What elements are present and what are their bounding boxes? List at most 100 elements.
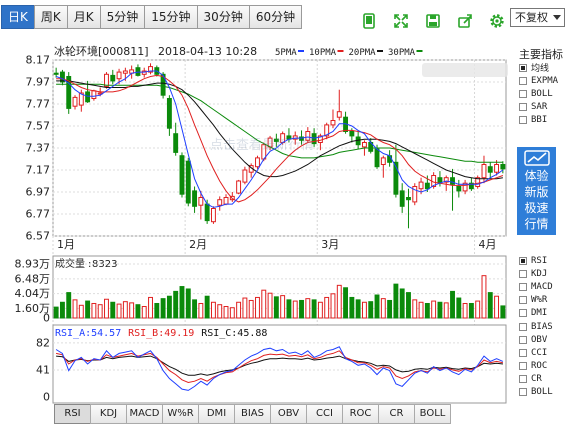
candle-down	[399, 190, 405, 207]
sub-indicator-macd[interactable]: MACD	[519, 280, 553, 293]
stock-name: 冰轮环境[000811]	[54, 44, 149, 58]
candle-up	[336, 111, 342, 118]
checkbox[interactable]	[519, 76, 527, 85]
volume-bar	[412, 299, 418, 319]
checkbox[interactable]	[519, 256, 527, 265]
volume-bar	[104, 298, 109, 319]
checkbox[interactable]	[519, 322, 527, 331]
volume-bar	[380, 298, 386, 319]
candle-down	[53, 72, 59, 75]
sub-indicator-list: RSI KDJ MACD W%R DMI BIAS OBV CCI ROC CR BOLL	[519, 254, 553, 399]
main-indicator-expma[interactable]: EXPMA	[519, 74, 558, 87]
candle-down	[374, 148, 380, 168]
checkbox[interactable]	[519, 282, 527, 291]
new-version-promo[interactable]: 体验 新版 极速 行情	[517, 147, 556, 235]
checkbox[interactable]	[519, 348, 527, 357]
price-tick-label: 7.57	[26, 120, 51, 133]
volume-bar	[475, 300, 481, 319]
candle-up	[481, 164, 487, 179]
main-indicator-title: 主要指标	[519, 48, 563, 61]
volume-bar	[217, 304, 223, 319]
checkbox[interactable]	[519, 335, 527, 344]
phone-icon[interactable]	[355, 9, 382, 33]
checkbox[interactable]	[519, 388, 527, 397]
candle-down	[406, 197, 411, 201]
volume-bar	[110, 301, 116, 319]
settings-icon[interactable]	[483, 9, 510, 33]
indicator-tab-obv[interactable]: OBV	[270, 404, 307, 424]
sub-indicator-kdj[interactable]: KDJ	[519, 267, 553, 280]
candle-up	[198, 197, 204, 206]
checkbox[interactable]	[519, 103, 527, 112]
tab-monthly-k[interactable]: 月K	[66, 5, 101, 29]
rsi-panel-frame	[52, 324, 507, 404]
save-icon[interactable]	[419, 9, 446, 33]
price-tick-label: 6.97	[26, 186, 51, 199]
volume-bar	[192, 299, 198, 319]
main-indicator-bbi[interactable]: BBI	[519, 114, 558, 127]
volume-bar	[387, 299, 393, 319]
indicator-tab-cr[interactable]: CR	[378, 404, 415, 424]
indicator-tab-cci[interactable]: CCI	[306, 404, 343, 424]
volume-tick-label: 0	[43, 312, 50, 325]
sub-indicator-w-r[interactable]: W%R	[519, 294, 553, 307]
candle-down	[166, 98, 172, 129]
candle-down	[204, 203, 210, 222]
checkbox[interactable]	[519, 116, 527, 125]
tab-weekly-k[interactable]: 周K	[33, 5, 68, 29]
candle-up	[223, 197, 229, 205]
candle-up	[418, 181, 424, 190]
candle-up	[255, 157, 260, 168]
indicator-tab-roc[interactable]: ROC	[342, 404, 379, 424]
candle-up	[324, 124, 330, 137]
adjust-select[interactable]: 不复权	[510, 8, 565, 27]
indicator-label: DMI	[531, 308, 548, 319]
indicator-label: CCI	[531, 347, 548, 358]
indicator-tab-kdj[interactable]: KDJ	[90, 404, 127, 424]
candle-down	[110, 74, 116, 82]
checkbox[interactable]	[519, 89, 527, 98]
share-icon[interactable]	[451, 9, 478, 33]
indicator-tab-rsi[interactable]: RSI	[54, 404, 91, 424]
volume-bar	[481, 275, 487, 319]
sub-indicator-bias[interactable]: BIAS	[519, 320, 553, 333]
checkbox[interactable]	[519, 296, 527, 305]
promo-line-1: 体验	[524, 169, 549, 183]
fullscreen-icon[interactable]	[387, 9, 414, 33]
checkbox[interactable]	[519, 362, 527, 371]
tab-5min[interactable]: 5分钟	[99, 5, 146, 29]
indicator-tab-macd[interactable]: MACD	[126, 404, 163, 424]
sub-indicator-boll[interactable]: BOLL	[519, 386, 553, 399]
indicator-tab-w-r[interactable]: W%R	[162, 404, 199, 424]
tab-daily-k[interactable]: 日K	[1, 5, 35, 29]
checkbox[interactable]	[519, 375, 527, 384]
indicator-tab-boll[interactable]: BOLL	[414, 404, 451, 424]
volume-bar	[456, 297, 462, 319]
rsi-a-line	[55, 346, 504, 391]
indicator-tab-dmi[interactable]: DMI	[198, 404, 235, 424]
volume-bar	[273, 296, 279, 319]
checkbox[interactable]	[519, 269, 527, 278]
volume-bar	[85, 300, 91, 319]
tab-60min[interactable]: 60分钟	[248, 5, 303, 29]
checkbox[interactable]	[519, 309, 527, 318]
sub-indicator-obv[interactable]: OBV	[519, 333, 553, 346]
sub-indicator-rsi[interactable]: RSI	[519, 254, 553, 267]
tab-15min[interactable]: 15分钟	[144, 5, 198, 29]
sub-indicator-roc[interactable]: ROC	[519, 360, 553, 373]
main-indicator-boll[interactable]: BOLL	[519, 87, 558, 100]
sub-indicator-dmi[interactable]: DMI	[519, 307, 553, 320]
main-indicator--[interactable]: 均线	[519, 61, 558, 74]
rsi-legend-label: RSI_A:54.57	[55, 328, 121, 339]
volume-bar	[160, 298, 166, 319]
month-label: 4月	[479, 238, 497, 251]
volume-bar	[229, 307, 235, 319]
volume-bar	[129, 302, 135, 319]
month-label: 3月	[321, 238, 339, 251]
main-indicator-sar[interactable]: SAR	[519, 101, 558, 114]
sub-indicator-cr[interactable]: CR	[519, 373, 553, 386]
indicator-tab-bias[interactable]: BIAS	[234, 404, 271, 424]
checkbox[interactable]	[519, 63, 527, 72]
sub-indicator-cci[interactable]: CCI	[519, 346, 553, 359]
